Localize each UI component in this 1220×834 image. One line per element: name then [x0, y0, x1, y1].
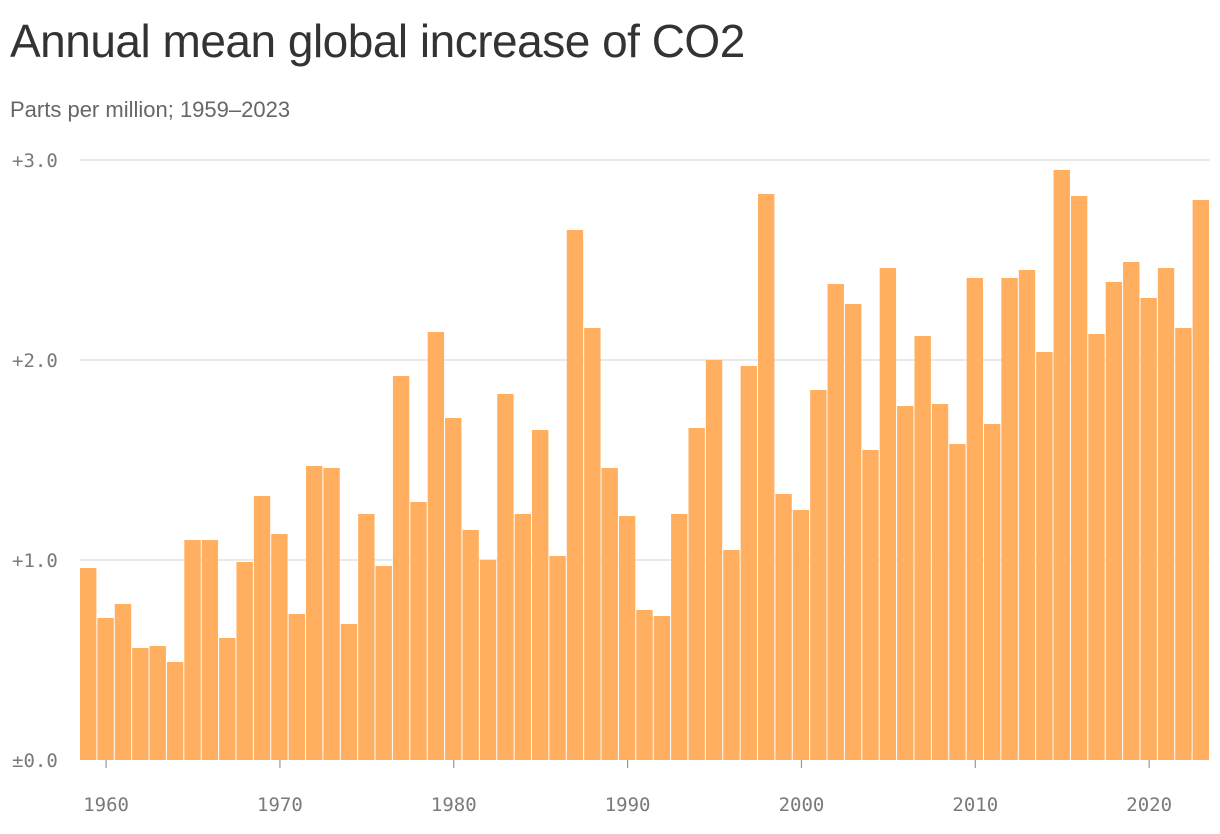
- bar-1982: [479, 560, 497, 760]
- bar-1990: [618, 516, 636, 760]
- bar-2016: [1070, 196, 1088, 760]
- bar-2003: [844, 304, 862, 760]
- bar-1975: [358, 514, 375, 760]
- bar-2000: [792, 510, 810, 760]
- bar-1968: [236, 562, 253, 760]
- chart-title: Annual mean global increase of CO2: [10, 15, 745, 67]
- bar-1988: [584, 328, 601, 760]
- bar-1963: [149, 646, 166, 760]
- x-tick-label: 1960: [83, 794, 129, 816]
- bar-2004: [862, 450, 879, 760]
- bar-2019: [1123, 262, 1140, 760]
- x-tick-label: 1990: [605, 794, 651, 816]
- y-tick-label: ±0.0: [12, 750, 58, 772]
- bar-1998: [758, 194, 775, 760]
- bar-1989: [601, 468, 618, 760]
- bar-1995: [705, 360, 723, 760]
- bar-2012: [1001, 278, 1018, 760]
- bar-2010: [966, 278, 983, 760]
- bar-2009: [949, 444, 966, 760]
- chart-subtitle: Parts per million; 1959–2023: [10, 97, 291, 122]
- bar-1960: [97, 618, 114, 760]
- bar-1962: [132, 648, 149, 760]
- bar-1974: [340, 624, 358, 760]
- bar-2017: [1088, 334, 1105, 760]
- bar-2014: [1036, 352, 1053, 760]
- x-tick-label: 2020: [1126, 794, 1172, 816]
- bar-2015: [1053, 170, 1070, 760]
- bar-1999: [775, 494, 792, 760]
- bar-2021: [1157, 268, 1175, 760]
- bar-1965: [184, 540, 201, 760]
- bar-1985: [532, 430, 549, 760]
- bar-2005: [879, 268, 897, 760]
- x-tick-label: 2010: [952, 794, 998, 816]
- bar-1978: [410, 502, 427, 760]
- bar-1991: [636, 610, 653, 760]
- bar-1973: [323, 468, 340, 760]
- bar-2013: [1018, 270, 1036, 760]
- bar-2001: [810, 390, 827, 760]
- bar-1969: [253, 496, 271, 760]
- bar-1996: [723, 550, 740, 760]
- bar-1994: [688, 428, 705, 760]
- bar-2022: [1175, 328, 1192, 760]
- bar-2008: [931, 404, 949, 760]
- bar-1971: [288, 614, 305, 760]
- bar-1979: [427, 332, 445, 760]
- x-axis-ticks: 1960 1970 1980 1990 2000 2010 2020: [83, 760, 1172, 816]
- bar-1984: [514, 514, 531, 760]
- y-tick-label: +2.0: [12, 350, 58, 372]
- bar-1966: [201, 540, 219, 760]
- bar-2011: [984, 424, 1001, 760]
- x-tick-label: 1970: [257, 794, 303, 816]
- bar-2006: [897, 406, 914, 760]
- bar-2002: [827, 284, 844, 760]
- bar-1967: [219, 638, 236, 760]
- bar-1980: [445, 418, 462, 760]
- bar-1997: [740, 366, 757, 760]
- bar-1972: [306, 466, 323, 760]
- bar-1964: [166, 662, 184, 760]
- bar-1983: [497, 394, 514, 760]
- x-tick-label: 2000: [779, 794, 825, 816]
- bar-2018: [1105, 282, 1123, 760]
- bar-2023: [1192, 200, 1209, 760]
- x-tick-label: 1980: [431, 794, 477, 816]
- y-axis-ticks: ±0.0 +1.0 +2.0 +3.0: [12, 150, 58, 772]
- bar-1992: [653, 616, 671, 760]
- bar-1981: [462, 530, 479, 760]
- bar-1993: [671, 514, 688, 760]
- bar-2007: [914, 336, 931, 760]
- bar-1987: [566, 230, 584, 760]
- y-tick-label: +3.0: [12, 150, 58, 172]
- y-tick-label: +1.0: [12, 550, 58, 572]
- bar-2020: [1140, 298, 1157, 760]
- bar-1986: [549, 556, 566, 760]
- bar-1961: [114, 604, 132, 760]
- bar-1970: [271, 534, 288, 760]
- bar-1976: [375, 566, 392, 760]
- bar-1977: [392, 376, 410, 760]
- bar-1959: [80, 568, 97, 760]
- bars: [80, 170, 1209, 760]
